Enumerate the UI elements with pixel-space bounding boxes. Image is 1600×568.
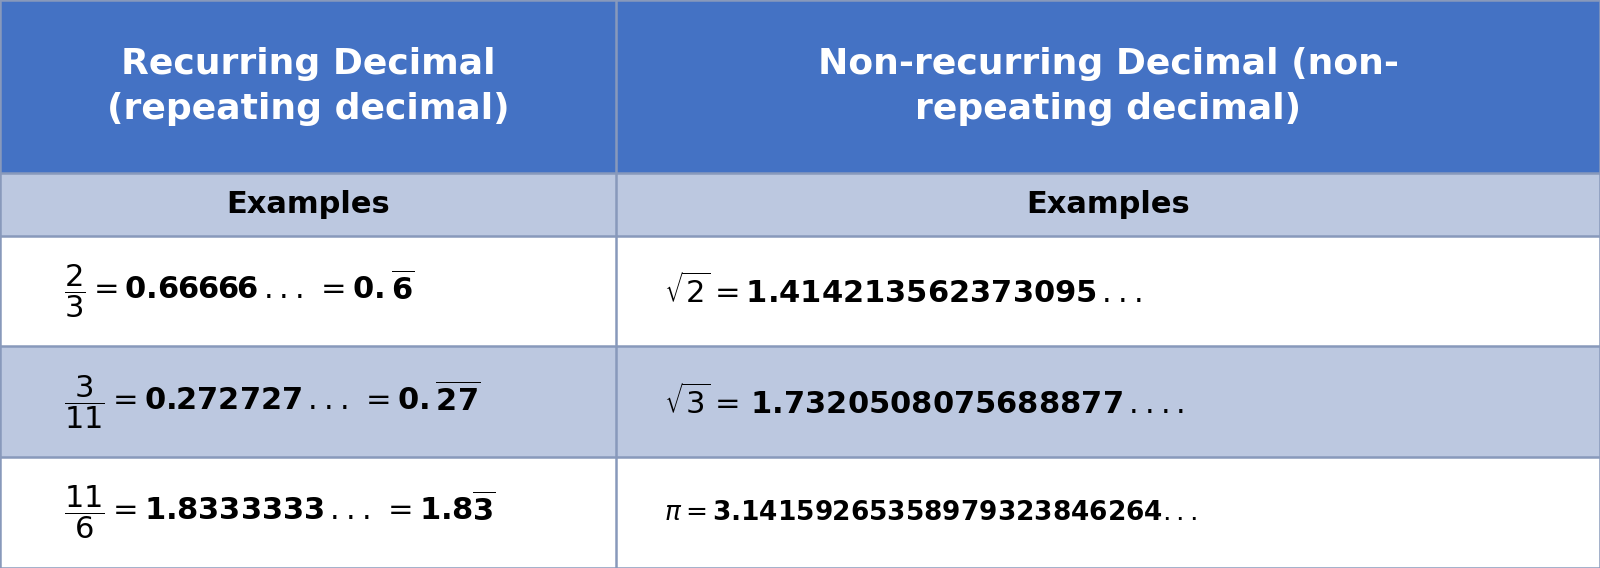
Bar	[616, 173, 1600, 236]
Text: $\sqrt{2} = \mathbf{1.414213562373095}\,...$: $\sqrt{2} = \mathbf{1.414213562373095}\,…	[664, 273, 1141, 309]
Bar	[0, 236, 616, 346]
Text: Recurring Decimal
(repeating decimal): Recurring Decimal (repeating decimal)	[107, 47, 509, 126]
Text: $\dfrac{11}{6} = \mathbf{1.8333333}\,...\, = \mathbf{1.8\overline{3}}$: $\dfrac{11}{6} = \mathbf{1.8333333}\,...…	[64, 484, 496, 541]
Bar	[0, 346, 616, 457]
Bar	[616, 236, 1600, 346]
Bar	[0, 457, 616, 568]
Text: $\dfrac{2}{3} = \mathbf{0.66666}\,...\, = \mathbf{0.\overline{6}}$: $\dfrac{2}{3} = \mathbf{0.66666}\,...\, …	[64, 262, 414, 320]
Bar	[616, 346, 1600, 457]
Bar	[0, 173, 616, 236]
Text: Examples: Examples	[1026, 190, 1190, 219]
Text: $\dfrac{3}{11} = \mathbf{0.272727}\,...\, = \mathbf{0.\overline{27}}$: $\dfrac{3}{11} = \mathbf{0.272727}\,...\…	[64, 373, 480, 431]
Text: $\pi =\mathbf{3.14159265358979323846264}...$: $\pi =\mathbf{3.14159265358979323846264}…	[664, 500, 1197, 525]
Text: Non-recurring Decimal (non-
repeating decimal): Non-recurring Decimal (non- repeating de…	[818, 47, 1398, 126]
Bar	[616, 457, 1600, 568]
Bar	[0, 0, 616, 173]
Text: $\sqrt{3} = \, \mathbf{1.7320508075688877}\,....$: $\sqrt{3} = \, \mathbf{1.732050807568887…	[664, 384, 1184, 420]
Bar	[616, 0, 1600, 173]
Text: Examples: Examples	[226, 190, 390, 219]
